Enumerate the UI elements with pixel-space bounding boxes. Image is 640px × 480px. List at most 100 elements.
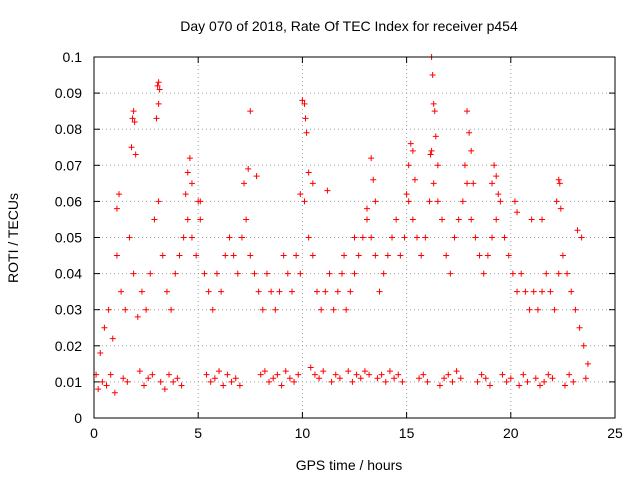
data-point [243,216,250,223]
data-point [278,382,285,389]
data-point [336,375,343,382]
data-point [253,173,260,180]
data-point [182,191,189,198]
data-point [457,375,464,382]
data-points [93,54,591,396]
data-point [172,270,179,277]
y-tick-label: 0.03 [55,302,82,318]
x-tick-label: 10 [295,425,311,441]
data-point [461,162,468,169]
data-point [255,288,262,295]
data-point [580,342,587,349]
data-point [511,198,518,205]
data-point [434,198,441,205]
data-point [522,288,529,295]
data-point [193,252,200,259]
data-point [143,306,150,313]
data-point [432,133,439,140]
data-point [111,389,118,396]
data-point [526,306,533,313]
data-point [305,169,312,176]
data-point [232,375,239,382]
data-point [341,252,348,259]
y-axis-label: ROTI / TECUs [5,193,21,283]
data-point [230,252,237,259]
data-point [324,187,331,194]
data-point [447,270,454,277]
data-point [422,234,429,241]
data-point [478,371,485,378]
data-point [302,115,309,122]
data-point [197,216,204,223]
data-point [557,205,564,212]
data-point [403,191,410,198]
data-point [203,371,210,378]
data-point [530,288,537,295]
data-point [220,382,227,389]
data-point [288,288,295,295]
data-point [101,324,108,331]
data-point [528,216,535,223]
data-point [338,270,345,277]
data-point [268,288,275,295]
data-point [124,378,131,385]
data-point [409,216,416,223]
data-point [130,108,137,115]
y-tick-label: 0.08 [55,121,82,137]
data-point [318,306,325,313]
data-point [493,216,500,223]
data-point [216,368,223,375]
data-point [155,198,162,205]
data-point [113,205,120,212]
data-point [228,378,235,385]
y-tick-label: 0.09 [55,85,82,101]
data-point [541,378,548,385]
data-point [263,270,270,277]
x-axis-label: GPS time / hours [296,457,403,473]
data-point [430,180,437,187]
data-point [405,198,412,205]
y-tick-label: 0.05 [55,230,82,246]
data-point [495,191,502,198]
data-point [549,375,556,382]
y-tick-label: 0.06 [55,193,82,209]
data-point [474,378,481,385]
data-point [309,180,316,187]
data-point [238,234,245,241]
data-point [399,378,406,385]
data-point [539,288,546,295]
data-point [105,306,112,313]
data-point [572,306,579,313]
data-point [130,270,137,277]
data-point [555,270,562,277]
data-point [393,216,400,223]
data-point [407,140,414,147]
data-point [368,155,375,162]
data-point [209,306,216,313]
data-point [431,108,438,115]
data-point [213,270,220,277]
data-point [514,209,521,216]
data-point [555,176,562,183]
data-point [247,252,254,259]
data-point [259,306,266,313]
data-point [470,180,477,187]
data-point [116,191,123,198]
data-point [174,375,181,382]
data-point [282,368,289,375]
data-point [224,371,231,378]
data-point [222,252,229,259]
data-point [439,216,446,223]
data-point [286,375,293,382]
data-point [480,270,487,277]
data-point [351,270,358,277]
data-point [424,378,431,385]
data-point [409,147,416,154]
data-point [516,382,523,389]
data-point [207,378,214,385]
data-point [184,169,191,176]
data-point [266,378,273,385]
data-point [201,270,208,277]
data-point [361,368,368,375]
